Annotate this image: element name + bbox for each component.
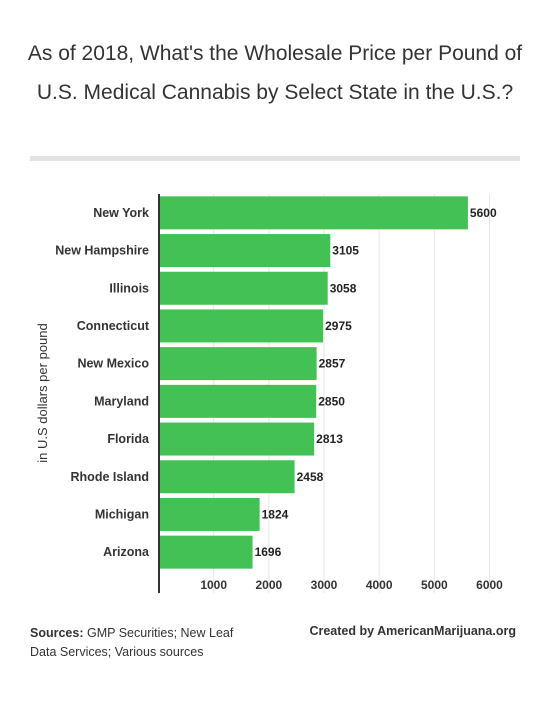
category-label: Arizona — [103, 545, 150, 559]
category-label: Rhode Island — [71, 470, 149, 484]
data-label: 5600 — [470, 206, 497, 220]
x-tick-label: 4000 — [366, 578, 393, 592]
data-label: 1696 — [255, 545, 282, 559]
bar — [159, 422, 315, 456]
category-label: Michigan — [95, 507, 149, 521]
data-label: 3058 — [330, 281, 357, 295]
bar — [159, 196, 468, 230]
x-tick-label: 1000 — [200, 578, 227, 592]
x-tick-label: 3000 — [311, 578, 338, 592]
credit-text: Created by AmericanMarijuana.org — [309, 624, 516, 638]
bar — [159, 460, 295, 494]
bar — [159, 535, 253, 569]
bar — [159, 497, 260, 531]
data-label: 3105 — [332, 244, 359, 258]
data-label: 2975 — [325, 319, 352, 333]
title-divider — [30, 156, 520, 161]
x-tick-label: 5000 — [421, 578, 448, 592]
y-axis-title: in U.S dollars per pound — [35, 323, 50, 462]
bar — [159, 384, 317, 418]
data-label: 1824 — [262, 507, 289, 521]
data-label: 2850 — [318, 394, 345, 408]
bar — [159, 234, 331, 268]
category-label: Florida — [107, 432, 150, 446]
category-label: New York — [93, 206, 149, 220]
category-label: Maryland — [94, 394, 149, 408]
x-tick-label: 6000 — [476, 578, 503, 592]
bar — [159, 347, 317, 381]
x-tick-label: 2000 — [255, 578, 282, 592]
data-label: 2857 — [319, 357, 346, 371]
chart-title: As of 2018, What's the Wholesale Price p… — [27, 42, 523, 104]
data-label: 2458 — [297, 470, 324, 484]
category-label: Connecticut — [77, 319, 150, 333]
sources-text: GMP Securities; New Leaf Data Services; … — [30, 626, 234, 659]
sources-note: Sources: GMP Securities; New Leaf Data S… — [30, 624, 260, 662]
sources-label: Sources: — [30, 626, 84, 640]
bar — [159, 309, 324, 343]
bar — [159, 271, 328, 305]
data-label: 2813 — [316, 432, 343, 446]
category-label: New Mexico — [77, 357, 149, 371]
category-label: Illinois — [109, 281, 149, 295]
bar-chart: 1000 2000 3000 4000 5000 6000 New York 5600 New … — [35, 194, 503, 593]
category-label: New Hampshire — [55, 244, 149, 258]
